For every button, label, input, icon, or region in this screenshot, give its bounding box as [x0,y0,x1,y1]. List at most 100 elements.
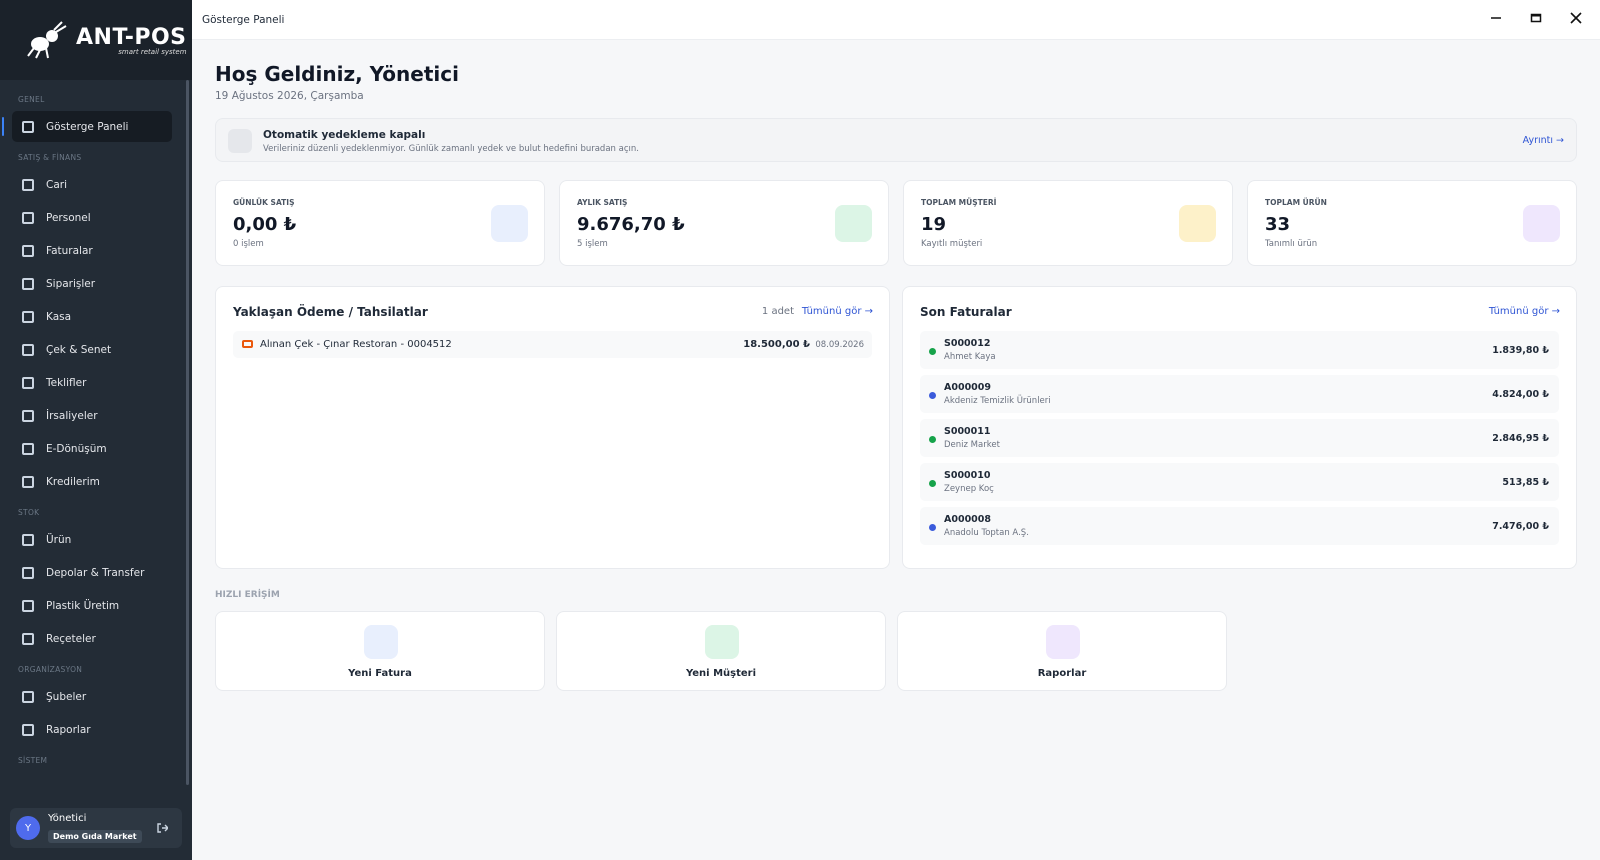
quick-icon [364,625,398,659]
invoice-row[interactable]: S000012 Ahmet Kaya 1.839,80 ₺ [920,331,1559,369]
invoice-no: A000009 [944,382,992,393]
welcome-title: Hoş Geldiniz, Yönetici [215,62,459,86]
stat-label: AYLIK SATIŞ [577,198,628,207]
nav-icon [22,599,34,612]
stat-card: TOPLAM ÜRÜN 33 Tanımlı ürün [1247,180,1577,266]
stat-note: 0 işlem [233,239,264,249]
invoice-customer: Akdeniz Temizlik Ürünleri [944,396,1051,406]
nav-icon [22,409,34,422]
invoice-row[interactable]: S000011 Deniz Market 2.846,95 ₺ [920,419,1559,457]
nav-label: Depolar & Transfer [46,566,145,579]
quick-title: HIZLI ERİŞİM [215,590,280,600]
quick-card[interactable]: Yeni Müşteri [556,611,886,691]
upcoming-row[interactable]: Alınan Çek - Çınar Restoran - 0004512 18.… [233,331,872,358]
banner-text: Verileriniz düzenli yedeklenmiyor. Günlü… [263,144,639,154]
nav-item[interactable]: Raporlar [12,714,172,745]
invoice-amount: 2.846,95 ₺ [1492,433,1549,444]
stat-icon [835,205,872,242]
stat-card: TOPLAM MÜŞTERİ 19 Kayıtlı müşteri [903,180,1233,266]
stat-card: AYLIK SATIŞ 9.676,70 ₺ 5 işlem [559,180,889,266]
nav-icon [22,690,34,703]
nav-icon [22,277,34,290]
invoice-customer: Ahmet Kaya [944,352,996,362]
nav-item[interactable]: Şubeler [12,681,172,712]
nav-item[interactable]: Gösterge Paneli [2,111,172,142]
nav-item[interactable]: E-Dönüşüm [12,433,172,464]
panel-title: Son Faturalar [920,305,1012,319]
nav-label: Gösterge Paneli [46,120,129,133]
nav-label: E-Dönüşüm [46,442,107,455]
status-dot [929,436,936,443]
row-text: Alınan Çek - Çınar Restoran - 0004512 [260,339,452,350]
banner-link[interactable]: Ayrıntı → [1522,135,1564,146]
stat-note: Tanımlı ürün [1265,239,1318,249]
logout-icon[interactable] [156,822,168,834]
nav-item[interactable]: Ürün [12,524,172,555]
invoice-no: A000008 [944,514,992,525]
nav-label: Personel [46,211,91,224]
logo-tagline: smart retail system [118,47,187,56]
nav-item[interactable]: Plastik Üretim [12,590,172,621]
panel-link[interactable]: Tümünü gör → [1488,306,1560,317]
panel-link[interactable]: Tümünü gör → [801,306,873,317]
nav-item[interactable]: Kasa [12,301,172,332]
stat-icon [491,205,528,242]
close[interactable] [1570,12,1582,24]
date: 19 Ağustos 2026, Çarşamba [215,90,364,102]
nav-icon [22,533,34,546]
quick-card[interactable]: Raporlar [897,611,1227,691]
nav-item[interactable]: Çek & Senet [12,334,172,365]
nav-item[interactable]: Siparişler [12,268,172,299]
nav-icon [22,475,34,488]
maximize[interactable] [1530,12,1542,24]
panel-count: 1 adet [761,306,794,317]
nav-item[interactable]: Reçeteler [12,623,172,654]
invoice-row[interactable]: S000010 Zeynep Koç 513,85 ₺ [920,463,1559,501]
nav-icon [22,632,34,645]
invoice-amount: 1.839,80 ₺ [1492,345,1549,356]
invoice-amount: 7.476,00 ₺ [1492,521,1549,532]
nav-item[interactable]: Cari [12,169,172,200]
nav-icon [22,343,34,356]
nav-label: Raporlar [46,723,91,736]
stat-note: 5 işlem [577,239,608,249]
nav-label: Reçeteler [46,632,96,645]
logo-icon [27,21,67,59]
nav-label: Cari [46,178,67,191]
invoice-row[interactable]: A000008 Anadolu Toptan A.Ş. 7.476,00 ₺ [920,507,1559,545]
sidebar: ANT-POS smart retail system GENEL Gösterg… [0,0,192,860]
nav-item[interactable]: Teklifler [12,367,172,398]
nav-label: Faturalar [46,244,93,257]
logo-name: ANT-POS [76,24,187,50]
user-box[interactable]: Y Yönetici Demo Gıda Market [10,808,182,848]
nav-section: SİSTEM [18,756,48,765]
stat-icon [1523,205,1560,242]
nav-item[interactable]: İrsaliyeler [12,400,172,431]
nav-item[interactable]: Personel [12,202,172,233]
invoice-row[interactable]: A000009 Akdeniz Temizlik Ürünleri 4.824,00… [920,375,1559,413]
nav-item[interactable]: Depolar & Transfer [12,557,172,588]
window-buttons [1490,12,1582,24]
stat-value: 0,00 ₺ [233,214,297,235]
nav-item[interactable]: Kredilerim [12,466,172,497]
stat-card: GÜNLÜK SATIŞ 0,00 ₺ 0 işlem [215,180,545,266]
minimize[interactable] [1490,12,1502,24]
quick-label: Yeni Fatura [348,668,412,679]
status-dot [929,392,936,399]
stat-value: 19 [921,214,947,235]
stat-label: GÜNLÜK SATIŞ [233,198,295,207]
stat-label: TOPLAM ÜRÜN [1265,198,1327,207]
scrollbar [186,80,189,785]
nav-section: ORGANİZASYON [18,665,83,674]
nav-item[interactable]: Faturalar [12,235,172,266]
quick-icon [705,625,739,659]
quick-card[interactable]: Yeni Fatura [215,611,545,691]
nav-label: Kredilerim [46,475,100,488]
invoice-amount: 513,85 ₺ [1502,477,1549,488]
company[interactable]: Demo Gıda Market [48,830,142,843]
stat-value: 33 [1265,214,1291,235]
titlebar: Gösterge Paneli [192,0,1600,40]
row-date: 08.09.2026 [815,340,864,350]
stat-icon [1179,205,1216,242]
